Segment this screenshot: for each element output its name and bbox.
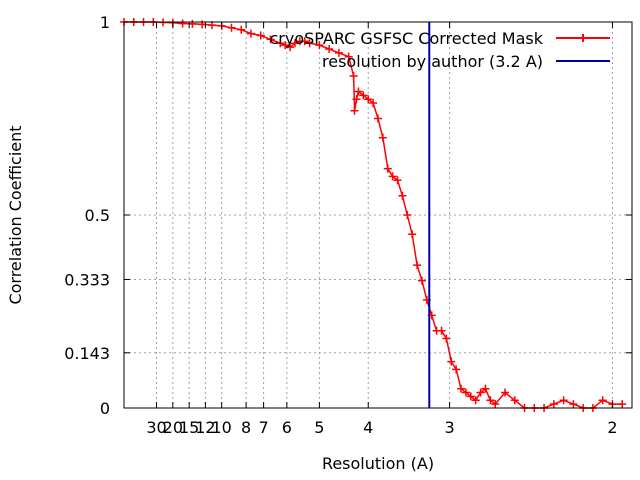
fsc-point [549, 400, 558, 409]
legend: cryoSPARC GSFSC Corrected Mask resolutio… [269, 29, 610, 71]
fsc-point [388, 172, 397, 181]
y-tick-label: 0.333 [64, 270, 110, 289]
x-tick-label: 12 [195, 418, 215, 437]
fsc-point [237, 25, 246, 34]
fsc-point [559, 396, 568, 405]
fsc-point [352, 95, 361, 104]
x-tick-label: 2 [607, 418, 617, 437]
fsc-point [281, 41, 290, 50]
x-tick-label: 30 [146, 418, 166, 437]
fsc-point [501, 388, 509, 397]
fsc-point [247, 29, 255, 38]
legend-entry-1-marker [579, 34, 587, 42]
fsc-point [466, 392, 475, 401]
fsc-point [286, 43, 295, 52]
fsc-point [598, 396, 607, 405]
fsc-point [457, 384, 466, 393]
x-axis-label: Resolution (A) [322, 454, 434, 473]
fsc-point [300, 37, 309, 46]
fsc-point [276, 39, 285, 48]
fsc-curve [124, 21, 623, 409]
y-tick-label: 0 [100, 399, 110, 418]
fsc-point [510, 396, 519, 405]
x-tick-label: 4 [363, 418, 373, 437]
fsc-point [408, 230, 417, 239]
fsc-point [437, 326, 446, 335]
fsc-point [227, 23, 236, 32]
y-tick-label: 0.143 [64, 344, 110, 363]
x-tick-label: 7 [259, 418, 269, 437]
fsc-point [461, 388, 470, 397]
fsc-point [290, 39, 299, 48]
y-axis-ticks: 0 0.143 0.333 0.5 1 [64, 13, 632, 418]
fsc-point [325, 45, 334, 54]
fsc-point [349, 72, 358, 81]
x-tick-label: 5 [314, 418, 324, 437]
fsc-point [188, 19, 197, 28]
fsc-point [334, 48, 343, 57]
x-tick-label: 20 [163, 418, 183, 437]
fsc-point [305, 39, 314, 48]
y-tick-label: 0.5 [85, 206, 110, 225]
fsc-point [447, 357, 456, 366]
fsc-point [442, 334, 451, 343]
x-tick-label: 3 [445, 418, 455, 437]
fsc-point [350, 106, 359, 115]
fsc-point [364, 95, 373, 104]
fsc-point [486, 396, 495, 405]
grid [124, 21, 632, 409]
x-tick-label: 8 [241, 418, 251, 437]
fsc-point [369, 99, 378, 108]
fsc-point [178, 19, 187, 28]
fsc-point [618, 400, 627, 409]
fsc-point [359, 91, 368, 100]
fsc-point [256, 31, 265, 40]
x-tick-label: 6 [282, 418, 292, 437]
legend-entry-2-label: resolution by author (3.2 A) [322, 52, 543, 71]
fsc-point [374, 114, 382, 123]
x-tick-label: 10 [212, 418, 232, 437]
fsc-point [383, 164, 392, 173]
fsc-point [403, 211, 412, 219]
fsc-point [393, 176, 402, 185]
fsc-point [413, 261, 422, 270]
y-axis-label: Correlation Coefficient [6, 125, 25, 304]
fsc-point [344, 52, 353, 61]
fsc-point [378, 133, 387, 142]
fsc-point [471, 396, 480, 405]
fsc-point [569, 400, 578, 409]
fsc-point [315, 41, 324, 50]
fsc-point [398, 191, 407, 200]
fsc-point [354, 87, 363, 96]
legend-entry-1-label: cryoSPARC GSFSC Corrected Mask [269, 29, 543, 48]
fsc-point [266, 35, 275, 44]
fsc-point [476, 388, 485, 397]
fsc-point [452, 365, 461, 374]
y-tick-label: 1 [100, 13, 110, 32]
fsc-point [417, 276, 426, 285]
fsc-point [481, 384, 490, 393]
x-tick-label: 15 [179, 418, 199, 437]
fsc-point [491, 400, 500, 409]
